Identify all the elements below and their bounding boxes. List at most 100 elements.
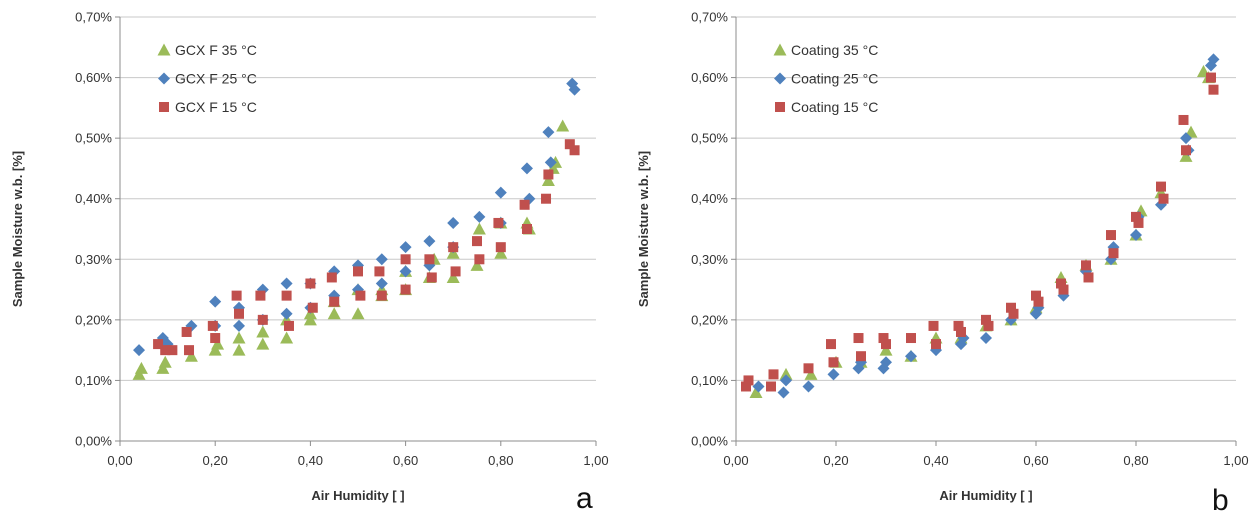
series-square-point-13 [931,339,941,350]
y-tick-label: 0,70% [75,10,112,25]
legend-label: Coating 25 °C [791,71,878,87]
series-square-point-2 [167,345,178,356]
legend-label: GCX F 15 °C [175,99,257,115]
legend-marker-diamond-point-1 [774,72,786,85]
series-diamond-point-10 [280,277,293,290]
series-square-point-11 [281,290,292,301]
y-tick-label: 0,60% [691,70,728,85]
series-square-point-5 [826,339,836,350]
series-diamond-point-13 [980,332,992,345]
y-axis-title: Sample Moisture w.b. [%] [10,151,25,307]
series-triangle-point-0 [132,367,146,380]
series-triangle-point-7 [232,343,246,356]
x-tick-label: 0,40 [923,453,948,468]
legend: GCX F 35 °C GCX F 25 °C GCX F 15 °C [157,42,257,115]
series-square-point-28 [1131,211,1141,222]
y-tick-label: 0,10% [75,373,112,388]
y-tick-label: 0,50% [691,131,728,146]
series-diamond-point-19 [1105,253,1117,266]
series-diamond-point-7 [233,319,245,332]
x-tick-label: 1,00 [583,453,608,468]
series-square-point-23 [424,254,435,265]
series-square-point-4 [184,345,195,356]
series-triangle-point-2 [156,361,170,374]
series-square-point-27 [472,236,482,247]
series-triangle-point-6 [211,337,225,350]
series-square-point-30 [495,242,506,253]
series-square-point-6 [210,333,221,344]
panel-label: b [1212,484,1229,513]
series-diamond-point-20 [399,241,412,254]
series-triangle-point-4 [184,349,198,362]
y-tick-label: 0,30% [691,252,728,267]
series-square-point-31 [519,199,530,210]
legend-marker-triangle-point-0 [157,43,171,56]
series-triangle-point-3 [158,355,172,368]
chart-panel-b: 0,00% 0,10% 0,20% 0,30% 0,40% 0,50% 0,60% 0,70%… [636,10,1249,513]
series-square-point-19 [374,266,385,277]
x-tick-label: 0,00 [723,453,748,468]
series-square-point-14 [953,320,964,331]
series-square-point-7 [231,290,242,301]
y-tick-label: 0,00% [691,434,728,449]
y-tick-label: 0,20% [691,312,728,327]
series-diamond-point-27 [1207,53,1220,66]
legend-marker-triangle-point-0 [773,43,787,56]
x-tick-label: 0,20 [823,453,848,468]
series-square-point-15 [956,326,966,337]
series-square-point-21 [400,254,411,265]
series-triangle-point-33 [541,174,555,187]
series-diamond-point-24 [1180,132,1192,145]
x-tick-label: 0,80 [488,453,513,468]
series-diamond-point-2 [780,374,792,387]
series-triangle-point-9 [256,337,270,350]
series-triangle-point-8 [232,331,246,344]
series-square-point-12 [283,320,294,331]
series-triangle-point-5 [879,343,893,356]
x-tick-label: 0,60 [1023,453,1048,468]
series-square-point-11 [906,333,916,344]
y-axis-title: Sample Moisture w.b. [%] [636,151,651,307]
series-square-point-25 [1083,272,1094,283]
series-square-point-24 [426,272,437,283]
y-tick-label: 0,00% [75,434,112,449]
chart-panel-a: 0,00% 0,10% 0,20% 0,30% 0,40% 0,50% 0,60% 0,70%… [10,10,609,513]
y-tick-label: 0,10% [691,373,728,388]
x-tick-label: 0,60 [393,453,418,468]
series-diamond-point-8 [880,356,892,369]
series-square-point-25 [448,242,459,253]
legend-marker-square-point-2 [159,102,169,112]
series-diamond-point-0 [133,344,146,357]
panel-label: a [576,482,593,513]
series-square-point-35 [1208,84,1219,95]
series-triangle-point-25 [446,270,460,283]
series-square-point-9 [255,290,266,301]
series-square [741,72,1219,392]
series-diamond [752,53,1220,399]
series-square-point-8 [234,308,244,319]
series-diamond-point-34 [568,83,581,96]
series-diamond-point-9 [905,350,917,363]
series-diamond-point-27 [494,186,507,199]
series-diamond-point-26 [1205,59,1217,72]
series-square-point-0 [741,381,751,392]
x-tick-label: 1,00 [1223,453,1248,468]
series-triangle-point-11 [280,331,294,344]
series-triangle-point-10 [256,325,270,338]
series-square-point-17 [353,266,363,277]
series-square-point-34 [1206,72,1216,83]
series-diamond-point-32 [544,156,557,169]
x-tick-label: 0,00 [107,453,132,468]
series-square [153,139,580,356]
series-square-point-26 [1106,230,1116,241]
series-square-point-21 [1033,296,1044,307]
series-square-point-17 [983,320,994,331]
series-square-point-29 [493,217,504,228]
series-square-point-10 [881,339,891,350]
series-diamond-point-19 [375,277,388,290]
series-triangle-point-5 [208,343,222,356]
y-tick-label: 0,30% [75,252,112,267]
series-triangle-point-18 [1179,149,1193,162]
series-square-point-4 [803,363,814,374]
